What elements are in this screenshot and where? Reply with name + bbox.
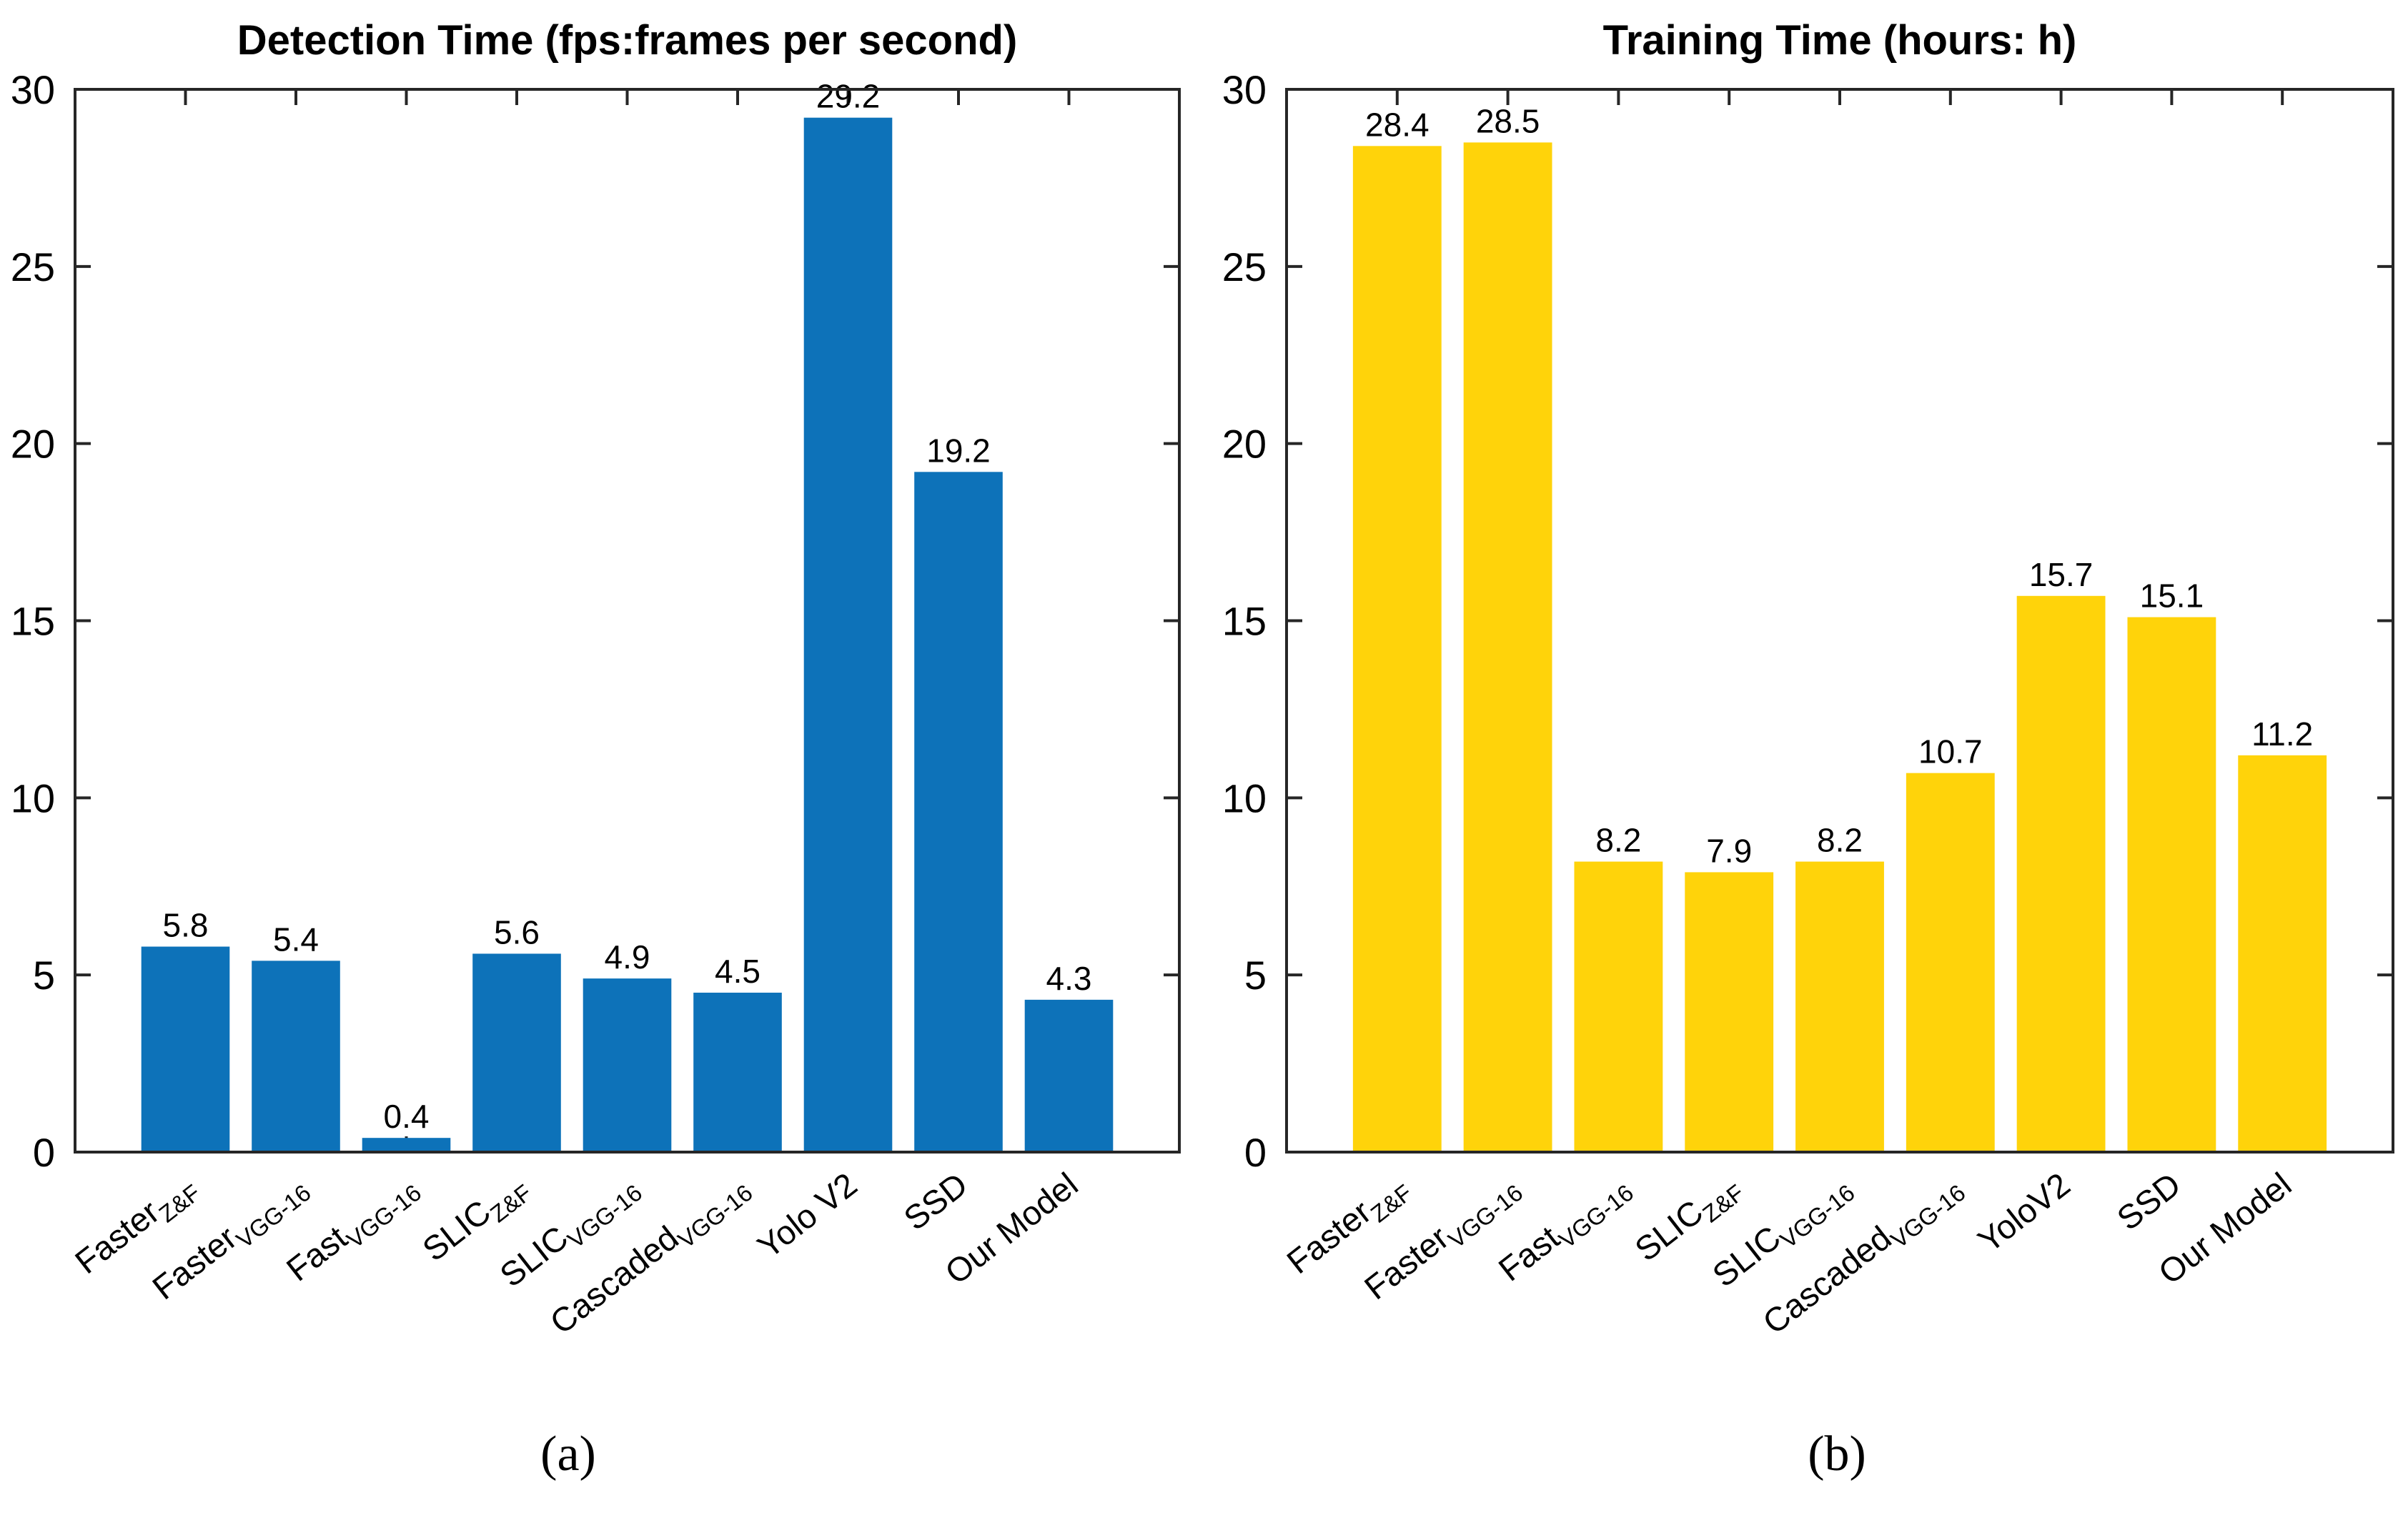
- bar-value-label: 5.4: [273, 921, 319, 958]
- y-tick-label: 30: [11, 67, 55, 112]
- bar-value-label: 29.2: [816, 78, 881, 115]
- bar-value-label: 15.1: [2140, 577, 2204, 615]
- y-tick-label: 25: [1222, 244, 1267, 289]
- axis-box: [1285, 88, 2394, 1154]
- panel-a-bar-7: [914, 472, 1003, 1152]
- y-tick-label: 5: [33, 953, 55, 998]
- panel-a-bar-2: [362, 1138, 451, 1152]
- y-tick-label: 10: [11, 775, 55, 820]
- axis-box: [74, 88, 1181, 1154]
- panel-a-title: Detection Time (fps:frames per second): [237, 17, 1018, 64]
- bar-value-label: 28.5: [1476, 102, 1540, 139]
- panel-a-bar-1: [252, 961, 340, 1152]
- panel-b-bar-2: [1574, 861, 1663, 1152]
- bar-value-label: 4.5: [715, 953, 760, 990]
- panel-b-title: Training Time (hours: h): [1603, 17, 2077, 64]
- y-tick-label: 20: [1222, 422, 1267, 467]
- bar-value-label: 5.6: [494, 913, 540, 951]
- panel-a-bar-5: [693, 992, 782, 1152]
- x-category-label: FasterVGG-16: [145, 1165, 316, 1311]
- y-tick-label: 10: [1222, 775, 1267, 820]
- panel-b-bar-0: [1352, 146, 1442, 1153]
- y-tick-label: 0: [1244, 1130, 1267, 1175]
- x-category-label: CascadedVGG-16: [1755, 1165, 1970, 1346]
- panel-b-bar-6: [2016, 595, 2106, 1152]
- y-tick-label: 20: [11, 422, 55, 467]
- bar-value-label: 4.3: [1046, 960, 1092, 997]
- y-tick-label: 0: [33, 1130, 55, 1175]
- bar-value-label: 15.7: [2029, 556, 2094, 593]
- y-tick-label: 30: [1222, 67, 1267, 112]
- panel-a-bar-3: [472, 953, 561, 1152]
- panel-a-bar-4: [583, 978, 672, 1152]
- x-category-label: SSD: [896, 1165, 974, 1237]
- bar-value-label: 8.2: [1595, 822, 1641, 859]
- bar-value-label: 7.9: [1706, 832, 1752, 869]
- x-category-label: Yolo V2: [750, 1165, 864, 1265]
- caption-a: (a): [540, 1427, 596, 1482]
- y-tick-label: 15: [1222, 599, 1267, 644]
- x-category-label: YoloV2: [1971, 1165, 2077, 1259]
- x-category-label: CascadedVGG-16: [542, 1165, 757, 1346]
- caption-b: (b): [1808, 1427, 1866, 1482]
- panel-b-bar-7: [2127, 617, 2216, 1152]
- panel-b-bar-5: [1906, 773, 1995, 1152]
- bar-value-label: 0.4: [384, 1098, 430, 1135]
- y-tick-label: 25: [11, 244, 55, 289]
- panel-a-bar-0: [141, 946, 230, 1152]
- bar-value-label: 11.2: [2251, 715, 2313, 753]
- panel-b-bar-1: [1463, 142, 1552, 1153]
- panel-a-bar-6: [803, 117, 893, 1153]
- bar-value-label: 19.2: [926, 432, 991, 469]
- x-category-label: FasterVGG-16: [1357, 1165, 1528, 1311]
- x-category-label: SSD: [2110, 1165, 2188, 1237]
- bar-value-label: 8.2: [1817, 822, 1863, 859]
- y-tick-label: 15: [11, 599, 55, 644]
- bar-value-label: 4.9: [605, 938, 650, 976]
- y-tick-label: 5: [1244, 953, 1267, 998]
- panel-b-bar-8: [2238, 755, 2327, 1152]
- bar-value-label: 10.7: [1918, 733, 1983, 770]
- panel-b-bar-4: [1795, 861, 1884, 1152]
- panel-b-bar-3: [1685, 872, 1774, 1152]
- bar-value-label: 5.8: [163, 907, 209, 944]
- bar-value-label: 28.4: [1365, 106, 1430, 143]
- panel-a-bar-8: [1024, 999, 1114, 1152]
